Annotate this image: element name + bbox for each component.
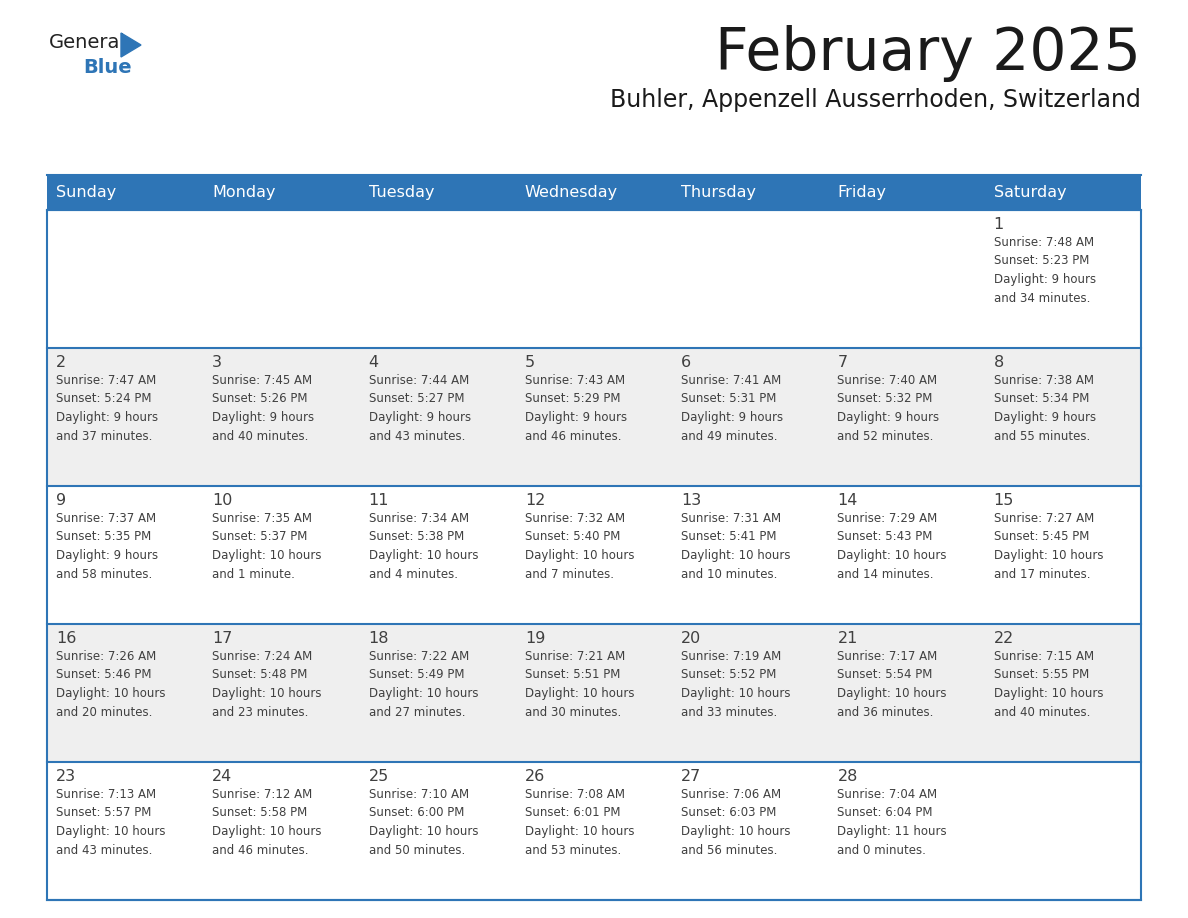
Text: Sunrise: 7:06 AM
Sunset: 6:03 PM
Daylight: 10 hours
and 56 minutes.: Sunrise: 7:06 AM Sunset: 6:03 PM Dayligh… <box>681 788 791 856</box>
Text: Sunrise: 7:43 AM
Sunset: 5:29 PM
Daylight: 9 hours
and 46 minutes.: Sunrise: 7:43 AM Sunset: 5:29 PM Dayligh… <box>525 374 627 442</box>
Text: 23: 23 <box>56 769 76 784</box>
Text: 5: 5 <box>525 355 535 370</box>
Text: Sunrise: 7:40 AM
Sunset: 5:32 PM
Daylight: 9 hours
and 52 minutes.: Sunrise: 7:40 AM Sunset: 5:32 PM Dayligh… <box>838 374 940 442</box>
Text: Sunrise: 7:26 AM
Sunset: 5:46 PM
Daylight: 10 hours
and 20 minutes.: Sunrise: 7:26 AM Sunset: 5:46 PM Dayligh… <box>56 650 165 719</box>
Text: Thursday: Thursday <box>681 185 756 200</box>
Text: 2: 2 <box>56 355 67 370</box>
Text: Sunrise: 7:31 AM
Sunset: 5:41 PM
Daylight: 10 hours
and 10 minutes.: Sunrise: 7:31 AM Sunset: 5:41 PM Dayligh… <box>681 512 791 580</box>
Text: 27: 27 <box>681 769 701 784</box>
Text: 7: 7 <box>838 355 847 370</box>
Bar <box>48 210 1140 900</box>
Text: 22: 22 <box>993 631 1015 646</box>
Text: Buhler, Appenzell Ausserrhoden, Switzerland: Buhler, Appenzell Ausserrhoden, Switzerl… <box>611 88 1140 112</box>
Text: Tuesday: Tuesday <box>368 185 434 200</box>
Text: 1: 1 <box>993 217 1004 232</box>
Text: 14: 14 <box>838 493 858 508</box>
Text: 24: 24 <box>213 769 233 784</box>
Text: 12: 12 <box>525 493 545 508</box>
Text: Sunrise: 7:48 AM
Sunset: 5:23 PM
Daylight: 9 hours
and 34 minutes.: Sunrise: 7:48 AM Sunset: 5:23 PM Dayligh… <box>993 236 1095 305</box>
Bar <box>48 624 1140 762</box>
Text: Sunrise: 7:22 AM
Sunset: 5:49 PM
Daylight: 10 hours
and 27 minutes.: Sunrise: 7:22 AM Sunset: 5:49 PM Dayligh… <box>368 650 478 719</box>
Text: Sunrise: 7:17 AM
Sunset: 5:54 PM
Daylight: 10 hours
and 36 minutes.: Sunrise: 7:17 AM Sunset: 5:54 PM Dayligh… <box>838 650 947 719</box>
Text: 18: 18 <box>368 631 390 646</box>
Text: Sunrise: 7:08 AM
Sunset: 6:01 PM
Daylight: 10 hours
and 53 minutes.: Sunrise: 7:08 AM Sunset: 6:01 PM Dayligh… <box>525 788 634 856</box>
Text: 13: 13 <box>681 493 701 508</box>
Text: 19: 19 <box>525 631 545 646</box>
Text: 21: 21 <box>838 631 858 646</box>
Text: Saturday: Saturday <box>993 185 1067 200</box>
Text: Sunrise: 7:19 AM
Sunset: 5:52 PM
Daylight: 10 hours
and 33 minutes.: Sunrise: 7:19 AM Sunset: 5:52 PM Dayligh… <box>681 650 791 719</box>
Text: Sunrise: 7:24 AM
Sunset: 5:48 PM
Daylight: 10 hours
and 23 minutes.: Sunrise: 7:24 AM Sunset: 5:48 PM Dayligh… <box>213 650 322 719</box>
Text: 3: 3 <box>213 355 222 370</box>
Bar <box>48 486 1140 624</box>
Text: Sunrise: 7:12 AM
Sunset: 5:58 PM
Daylight: 10 hours
and 46 minutes.: Sunrise: 7:12 AM Sunset: 5:58 PM Dayligh… <box>213 788 322 856</box>
Text: Sunrise: 7:10 AM
Sunset: 6:00 PM
Daylight: 10 hours
and 50 minutes.: Sunrise: 7:10 AM Sunset: 6:00 PM Dayligh… <box>368 788 478 856</box>
Bar <box>48 175 1140 210</box>
Text: Sunrise: 7:38 AM
Sunset: 5:34 PM
Daylight: 9 hours
and 55 minutes.: Sunrise: 7:38 AM Sunset: 5:34 PM Dayligh… <box>993 374 1095 442</box>
Text: Monday: Monday <box>213 185 276 200</box>
Text: Sunrise: 7:04 AM
Sunset: 6:04 PM
Daylight: 11 hours
and 0 minutes.: Sunrise: 7:04 AM Sunset: 6:04 PM Dayligh… <box>838 788 947 856</box>
Text: Sunrise: 7:37 AM
Sunset: 5:35 PM
Daylight: 9 hours
and 58 minutes.: Sunrise: 7:37 AM Sunset: 5:35 PM Dayligh… <box>56 512 158 580</box>
Text: February 2025: February 2025 <box>715 25 1140 82</box>
Text: Sunrise: 7:27 AM
Sunset: 5:45 PM
Daylight: 10 hours
and 17 minutes.: Sunrise: 7:27 AM Sunset: 5:45 PM Dayligh… <box>993 512 1104 580</box>
Text: 8: 8 <box>993 355 1004 370</box>
Text: 20: 20 <box>681 631 701 646</box>
Text: Sunrise: 7:41 AM
Sunset: 5:31 PM
Daylight: 9 hours
and 49 minutes.: Sunrise: 7:41 AM Sunset: 5:31 PM Dayligh… <box>681 374 783 442</box>
Text: Sunrise: 7:21 AM
Sunset: 5:51 PM
Daylight: 10 hours
and 30 minutes.: Sunrise: 7:21 AM Sunset: 5:51 PM Dayligh… <box>525 650 634 719</box>
Text: Sunrise: 7:44 AM
Sunset: 5:27 PM
Daylight: 9 hours
and 43 minutes.: Sunrise: 7:44 AM Sunset: 5:27 PM Dayligh… <box>368 374 470 442</box>
Text: 16: 16 <box>56 631 76 646</box>
Text: 9: 9 <box>56 493 67 508</box>
Text: 11: 11 <box>368 493 390 508</box>
Text: Sunrise: 7:32 AM
Sunset: 5:40 PM
Daylight: 10 hours
and 7 minutes.: Sunrise: 7:32 AM Sunset: 5:40 PM Dayligh… <box>525 512 634 580</box>
Text: Sunrise: 7:15 AM
Sunset: 5:55 PM
Daylight: 10 hours
and 40 minutes.: Sunrise: 7:15 AM Sunset: 5:55 PM Dayligh… <box>993 650 1104 719</box>
Text: 17: 17 <box>213 631 233 646</box>
Text: Sunrise: 7:35 AM
Sunset: 5:37 PM
Daylight: 10 hours
and 1 minute.: Sunrise: 7:35 AM Sunset: 5:37 PM Dayligh… <box>213 512 322 580</box>
Text: 15: 15 <box>993 493 1015 508</box>
Text: Sunrise: 7:29 AM
Sunset: 5:43 PM
Daylight: 10 hours
and 14 minutes.: Sunrise: 7:29 AM Sunset: 5:43 PM Dayligh… <box>838 512 947 580</box>
Text: Sunrise: 7:34 AM
Sunset: 5:38 PM
Daylight: 10 hours
and 4 minutes.: Sunrise: 7:34 AM Sunset: 5:38 PM Dayligh… <box>368 512 478 580</box>
Text: 25: 25 <box>368 769 388 784</box>
Text: Friday: Friday <box>838 185 886 200</box>
Text: Sunday: Sunday <box>56 185 116 200</box>
Polygon shape <box>121 33 141 57</box>
Text: 6: 6 <box>681 355 691 370</box>
Text: 4: 4 <box>368 355 379 370</box>
Bar <box>48 210 1140 348</box>
Text: 26: 26 <box>525 769 545 784</box>
Text: Sunrise: 7:45 AM
Sunset: 5:26 PM
Daylight: 9 hours
and 40 minutes.: Sunrise: 7:45 AM Sunset: 5:26 PM Dayligh… <box>213 374 315 442</box>
Bar <box>48 348 1140 486</box>
Text: Wednesday: Wednesday <box>525 185 618 200</box>
Text: Blue: Blue <box>83 58 132 77</box>
Text: General: General <box>49 33 126 52</box>
Text: 28: 28 <box>838 769 858 784</box>
Text: Sunrise: 7:47 AM
Sunset: 5:24 PM
Daylight: 9 hours
and 37 minutes.: Sunrise: 7:47 AM Sunset: 5:24 PM Dayligh… <box>56 374 158 442</box>
Text: Sunrise: 7:13 AM
Sunset: 5:57 PM
Daylight: 10 hours
and 43 minutes.: Sunrise: 7:13 AM Sunset: 5:57 PM Dayligh… <box>56 788 165 856</box>
Bar <box>48 762 1140 900</box>
Text: 10: 10 <box>213 493 233 508</box>
